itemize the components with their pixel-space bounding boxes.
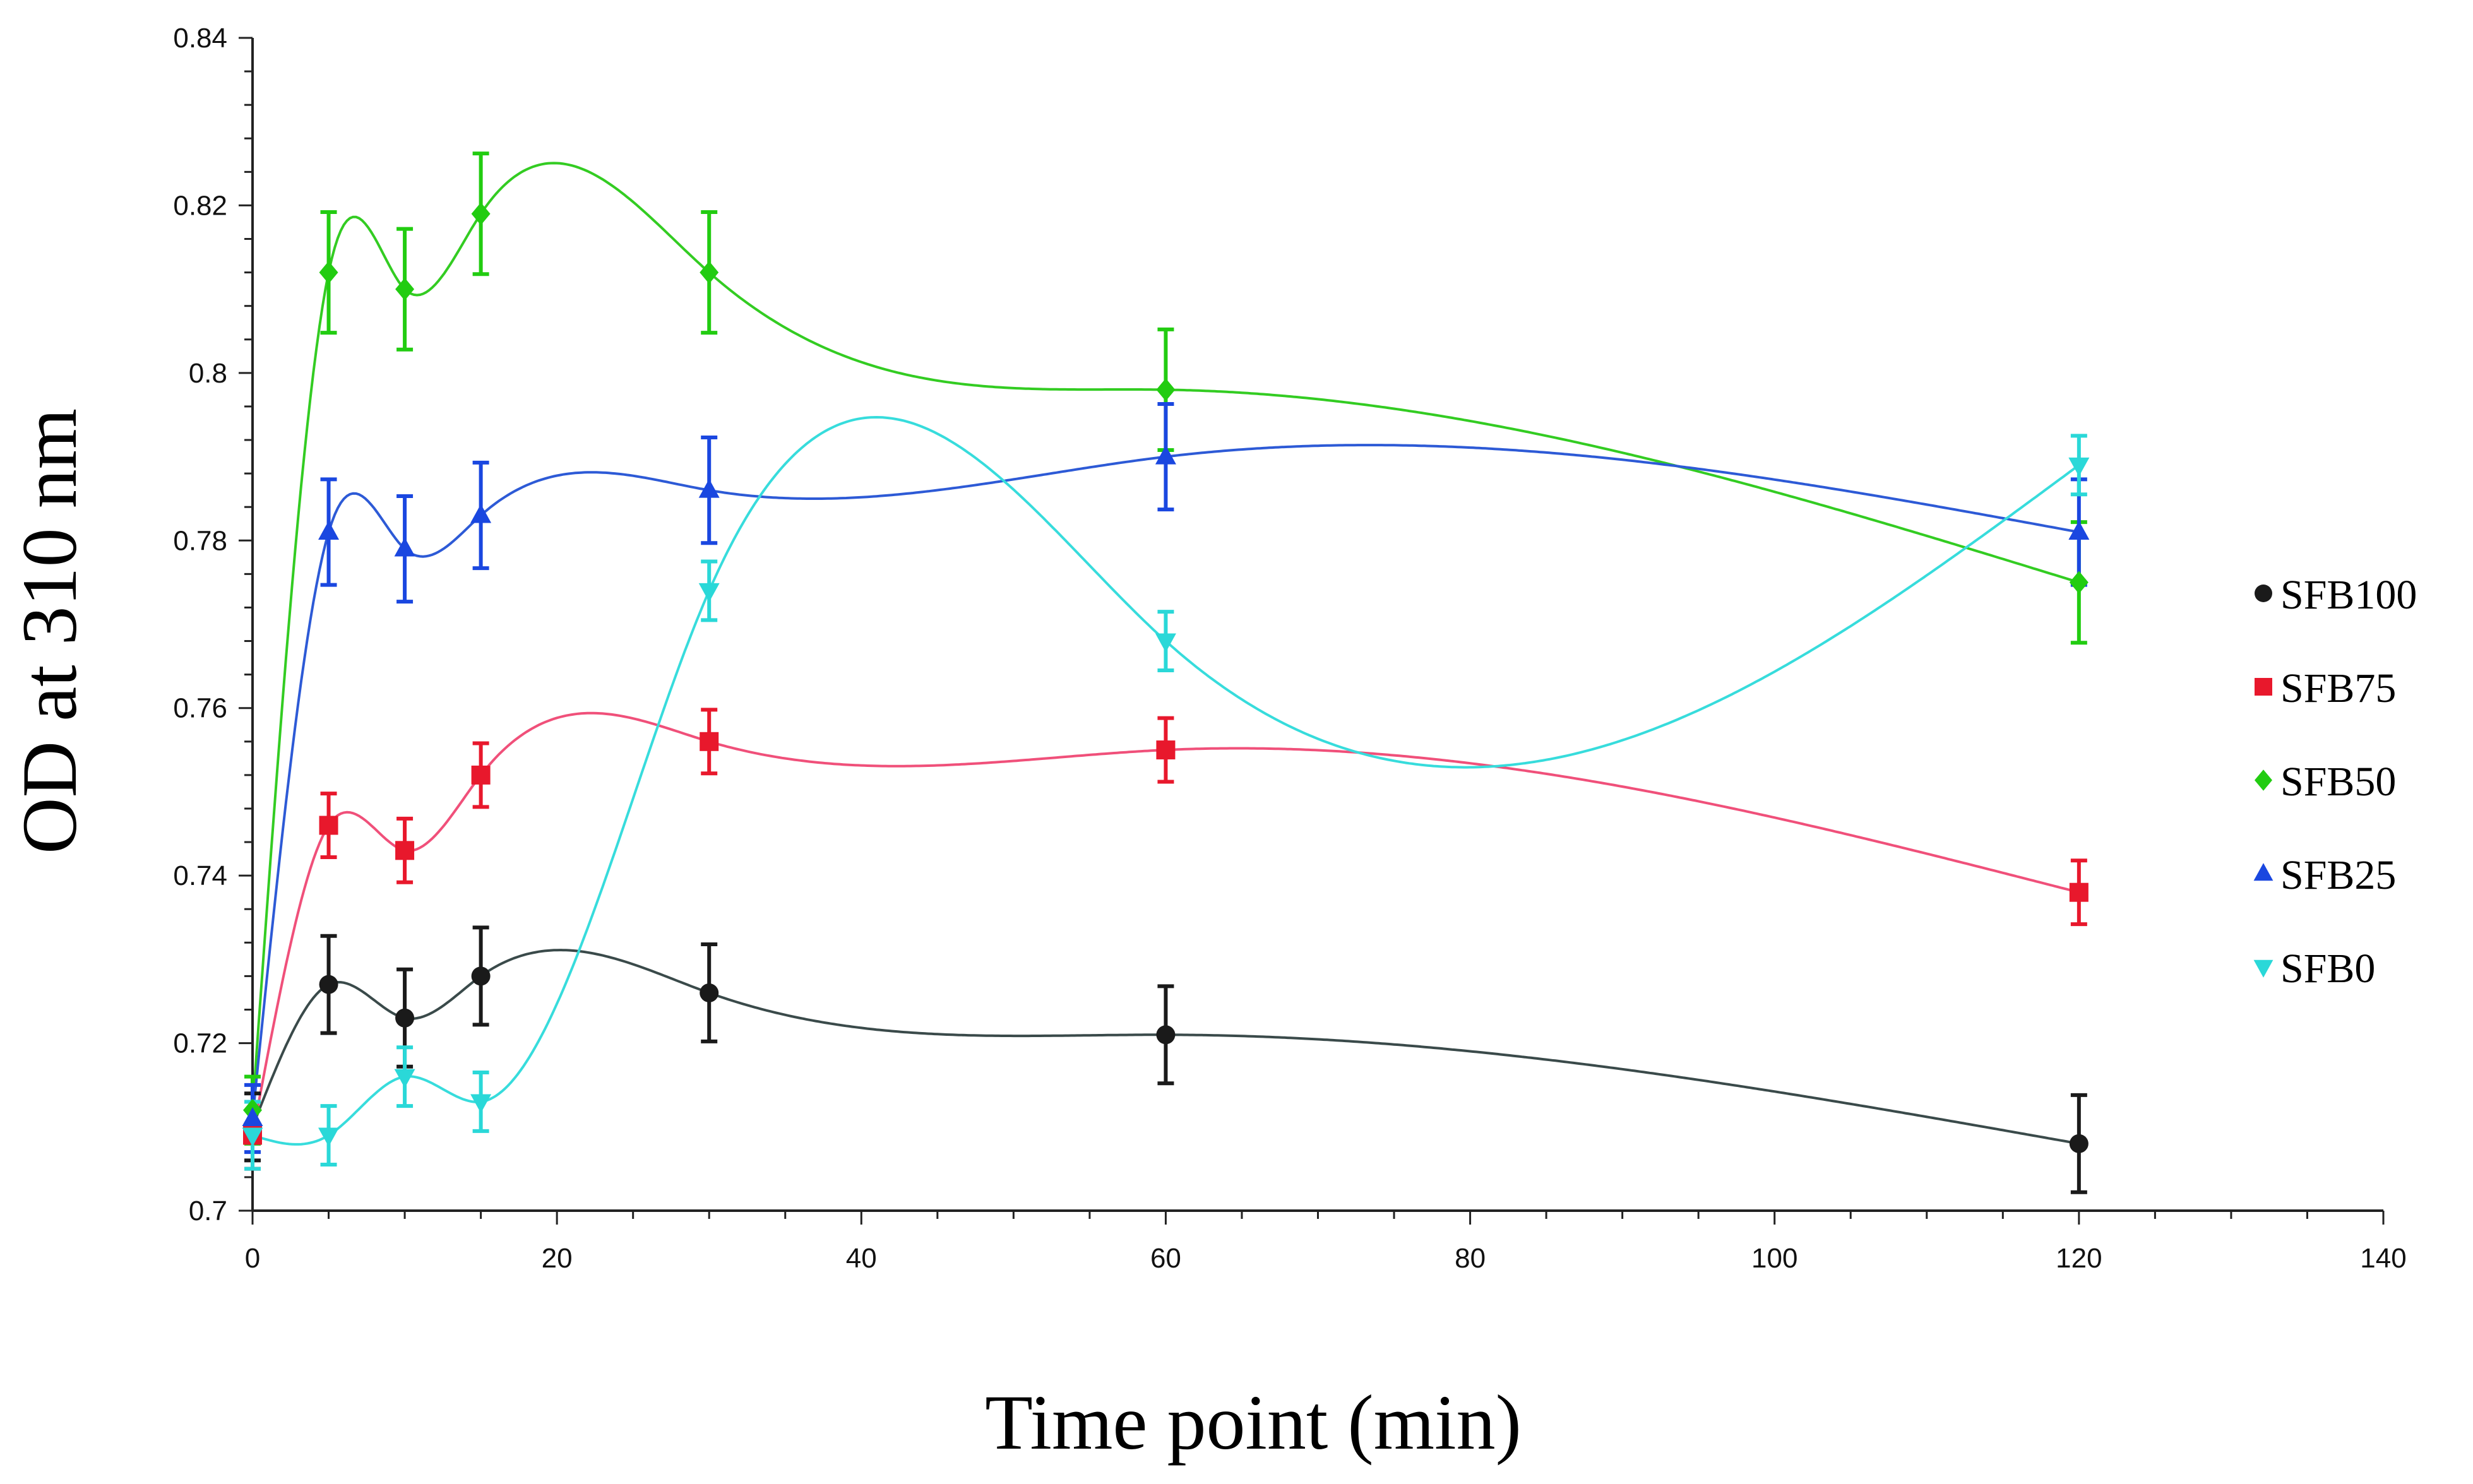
data-point-sfb100 [471, 966, 491, 986]
x-tick-label: 140 [2360, 1243, 2406, 1274]
legend-marker-sfb100 [2255, 585, 2272, 602]
x-tick-label: 20 [542, 1243, 573, 1274]
x-tick-label: 60 [1150, 1243, 1181, 1274]
x-tick-label: 80 [1455, 1243, 1486, 1274]
markers [242, 202, 2090, 1153]
data-point-sfb25 [698, 478, 720, 498]
legend-marker-sfb25 [2253, 863, 2273, 881]
data-point-sfb50 [319, 261, 338, 284]
y-tick-label: 0.82 [173, 190, 227, 221]
data-point-sfb100 [1156, 1025, 1176, 1045]
data-point-sfb25 [2068, 521, 2090, 540]
data-point-sfb0 [698, 583, 720, 602]
legend-label-sfb0: SFB0 [2280, 946, 2375, 992]
legend-item-sfb0: SFB0 [2253, 946, 2375, 992]
data-point-sfb25 [318, 521, 340, 540]
data-point-sfb50 [700, 261, 719, 284]
data-point-sfb0 [2068, 457, 2090, 477]
x-tick-label: 40 [846, 1243, 877, 1274]
data-point-sfb0 [470, 1094, 492, 1113]
data-point-sfb75 [319, 816, 338, 835]
legend-item-sfb25: SFB25 [2253, 852, 2396, 898]
legend-label-sfb25: SFB25 [2280, 852, 2396, 898]
y-tick-label: 0.7 [189, 1196, 227, 1226]
legend-marker-sfb0 [2253, 959, 2273, 978]
data-point-sfb75 [700, 732, 719, 751]
legend-marker-sfb75 [2255, 678, 2272, 696]
x-tick-label: 100 [1751, 1243, 1797, 1274]
x-tick-label: 120 [2056, 1243, 2102, 1274]
data-point-sfb25 [470, 504, 492, 523]
legend-label-sfb50: SFB50 [2280, 759, 2396, 805]
legend-item-sfb75: SFB75 [2255, 665, 2396, 711]
data-point-sfb25 [1155, 445, 1176, 465]
data-point-sfb75 [471, 765, 491, 785]
data-point-sfb0 [242, 1127, 263, 1147]
data-point-sfb0 [318, 1127, 340, 1147]
legend-label-sfb100: SFB100 [2280, 572, 2417, 618]
legend-label-sfb75: SFB75 [2280, 665, 2396, 711]
data-point-sfb75 [2069, 882, 2089, 902]
data-point-sfb25 [242, 1107, 263, 1127]
legend-item-sfb100: SFB100 [2255, 572, 2417, 618]
x-tick-label: 0 [245, 1243, 260, 1274]
y-tick-label: 0.74 [173, 860, 227, 891]
data-point-sfb0 [394, 1069, 415, 1088]
data-point-sfb0 [1155, 633, 1176, 653]
data-point-sfb50 [395, 278, 415, 301]
data-point-sfb100 [2069, 1134, 2089, 1153]
y-tick-label: 0.8 [189, 358, 227, 389]
x-axis-title: Time point (min) [985, 1379, 1522, 1466]
data-point-sfb50 [1156, 378, 1176, 401]
axes: 0.7 0.72 0.74 0.76 0.78 0.8 0.82 0.84 0 20 40 60 80 1… [173, 23, 2406, 1274]
y-axis-title: OD at 310 nm [6, 408, 93, 854]
legend-item-sfb50: SFB50 [2255, 759, 2396, 805]
data-point-sfb50 [471, 202, 491, 225]
y-tick-label: 0.72 [173, 1028, 227, 1059]
legend: SFB100 SFB75 SFB50 SFB25 SFB0 [2253, 572, 2417, 992]
y-tick-label: 0.84 [173, 23, 227, 54]
data-point-sfb100 [700, 983, 719, 1002]
legend-marker-sfb50 [2255, 769, 2272, 791]
data-point-sfb75 [1156, 740, 1176, 760]
data-point-sfb100 [395, 1008, 415, 1028]
y-tick-label: 0.76 [173, 693, 227, 724]
y-tick-label: 0.78 [173, 525, 227, 556]
data-point-sfb25 [394, 537, 415, 557]
data-point-sfb75 [395, 841, 415, 860]
data-point-sfb100 [319, 975, 338, 994]
data-point-sfb50 [2069, 571, 2089, 594]
